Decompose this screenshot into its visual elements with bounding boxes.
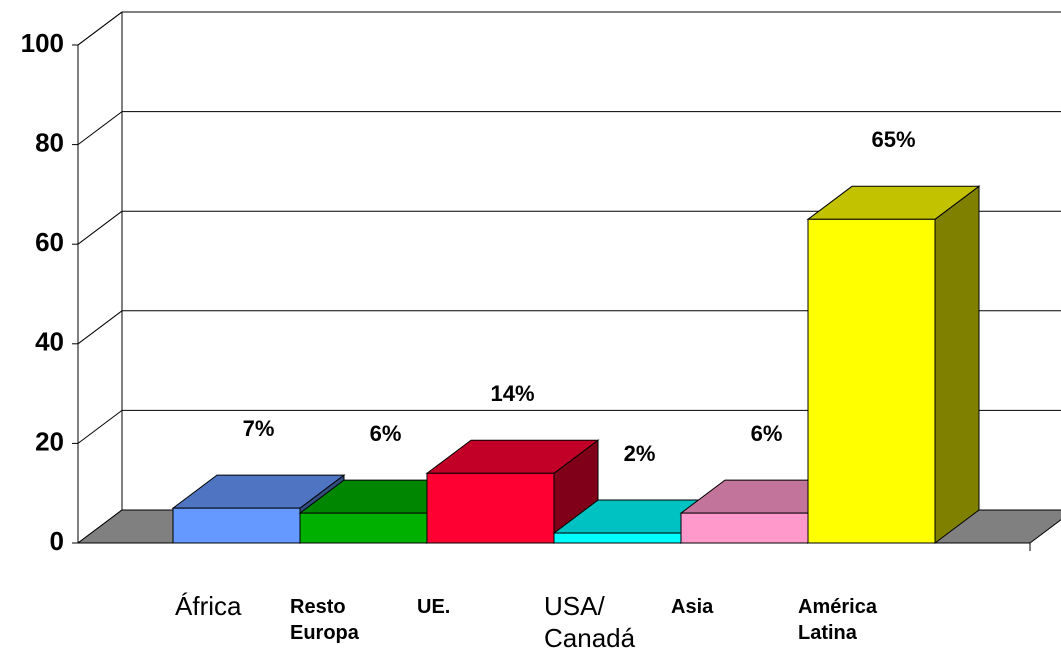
y-tick-label: 100 [21, 28, 64, 58]
x-tick-label: América Latina [798, 596, 877, 644]
bar [426, 472, 555, 544]
bar [807, 218, 936, 544]
y-tick-label: 0 [50, 526, 64, 556]
value-label: 65% [871, 127, 915, 152]
grid-line-side [77, 210, 123, 245]
x-tick-label: África [175, 591, 242, 621]
x-tick-label: Resto Europa [290, 596, 359, 644]
y-tick-label: 40 [35, 327, 64, 357]
grid-line-side [77, 310, 123, 345]
x-tick-label: UE. [417, 596, 451, 618]
grid-line-side [77, 111, 123, 146]
value-label: 6% [751, 421, 783, 446]
value-label: 6% [370, 421, 402, 446]
value-label: 14% [490, 381, 534, 406]
x-tick-label: Asia [671, 596, 714, 618]
bar [172, 507, 301, 544]
y-tick-label: 60 [35, 227, 64, 257]
bar [299, 512, 428, 544]
grid-line-side [77, 409, 123, 444]
bar [680, 512, 809, 544]
value-label: 2% [624, 441, 656, 466]
x-tick-label: USA/ Canadá [544, 591, 636, 653]
value-label: 7% [243, 416, 275, 441]
bar [553, 532, 682, 544]
grid-line-side [77, 11, 123, 46]
bar-side [934, 185, 980, 544]
y-tick-label: 80 [35, 127, 64, 157]
y-tick-label: 20 [35, 426, 64, 456]
